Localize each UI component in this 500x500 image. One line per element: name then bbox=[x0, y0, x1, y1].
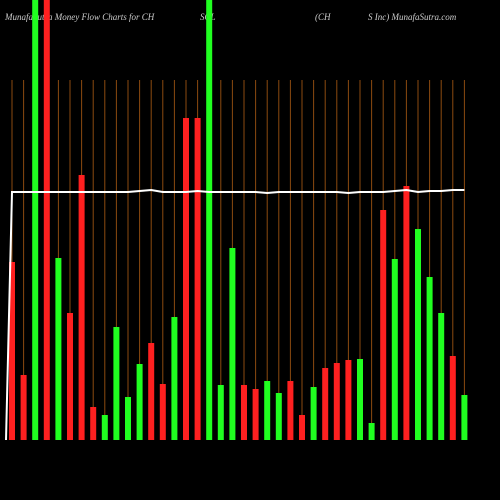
bar bbox=[252, 389, 259, 440]
money-flow-line bbox=[5, 188, 465, 441]
bar bbox=[171, 317, 178, 440]
chart-title: (CH bbox=[315, 12, 331, 22]
bar bbox=[229, 248, 236, 440]
bar bbox=[299, 415, 305, 440]
chart-title: MunafaSutra Money Flow Charts for CH bbox=[4, 12, 155, 22]
bar bbox=[125, 397, 131, 440]
bar bbox=[32, 0, 39, 440]
bar bbox=[9, 262, 15, 440]
bar bbox=[43, 0, 50, 440]
bar bbox=[136, 364, 143, 440]
chart-title: S Inc) MunafaSutra.com bbox=[368, 12, 457, 22]
bar bbox=[403, 186, 410, 440]
bar bbox=[449, 356, 456, 440]
bar bbox=[380, 210, 387, 440]
bar bbox=[345, 360, 352, 440]
bar bbox=[78, 175, 85, 440]
bar bbox=[461, 395, 468, 440]
bar bbox=[357, 359, 363, 440]
bar bbox=[55, 258, 62, 440]
bar bbox=[368, 423, 375, 440]
bar bbox=[148, 343, 155, 440]
bar bbox=[310, 387, 317, 440]
bar bbox=[391, 259, 398, 440]
bar bbox=[101, 415, 108, 440]
bar bbox=[113, 327, 120, 440]
bar bbox=[90, 407, 97, 440]
bar bbox=[275, 393, 282, 440]
bar bbox=[322, 368, 329, 440]
bar bbox=[264, 381, 271, 440]
bar bbox=[20, 375, 27, 440]
bar bbox=[206, 0, 213, 440]
bar bbox=[241, 385, 247, 440]
bar bbox=[415, 229, 421, 440]
bar bbox=[194, 118, 201, 440]
bar bbox=[67, 313, 73, 440]
bar bbox=[438, 313, 445, 440]
bar bbox=[426, 277, 433, 440]
bar bbox=[183, 118, 189, 440]
bar bbox=[217, 385, 224, 440]
bar bbox=[287, 381, 294, 440]
bar bbox=[333, 363, 340, 440]
bar bbox=[159, 384, 166, 440]
